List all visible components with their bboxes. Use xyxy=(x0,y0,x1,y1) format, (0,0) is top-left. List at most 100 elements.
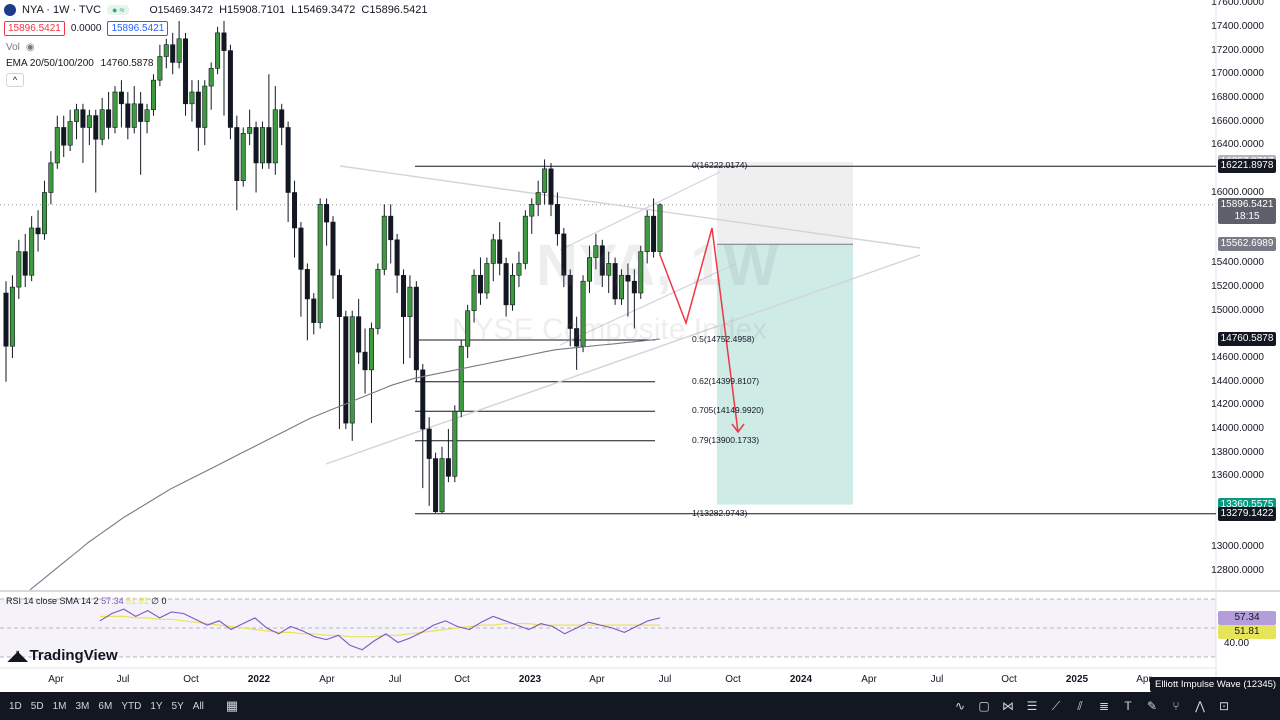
candle-body[interactable] xyxy=(413,286,419,371)
candle-body[interactable] xyxy=(420,369,426,430)
rsi-label[interactable]: RSI 14 close SMA 14 2 xyxy=(6,596,99,606)
candle-body[interactable] xyxy=(554,204,560,235)
channel-upper-line[interactable] xyxy=(559,171,721,251)
candle-body[interactable] xyxy=(612,263,618,300)
candle-body[interactable] xyxy=(593,245,599,258)
candle-body[interactable] xyxy=(99,109,105,140)
candle-body[interactable] xyxy=(407,286,413,317)
candle-body[interactable] xyxy=(580,280,586,347)
candle-body[interactable] xyxy=(176,38,182,63)
candle-body[interactable] xyxy=(599,245,605,276)
timeframe-button[interactable]: 3M xyxy=(75,700,90,712)
ema-label[interactable]: EMA 20/50/100/200 xyxy=(6,58,94,69)
timeframe-button[interactable]: 5Y xyxy=(171,700,184,712)
candle-body[interactable] xyxy=(157,56,163,81)
candle-body[interactable] xyxy=(324,204,330,223)
timeframe-button[interactable]: 1D xyxy=(9,700,22,712)
candle-body[interactable] xyxy=(529,204,535,217)
candle-body[interactable] xyxy=(516,263,522,276)
candle-body[interactable] xyxy=(433,458,439,513)
candle-body[interactable] xyxy=(631,280,637,294)
candle-body[interactable] xyxy=(215,32,221,69)
candle-body[interactable] xyxy=(272,109,278,164)
candle-body[interactable] xyxy=(202,85,208,128)
candle-body[interactable] xyxy=(368,328,374,371)
candle-body[interactable] xyxy=(336,274,342,317)
candle-body[interactable] xyxy=(452,410,458,477)
buy-button[interactable]: 15896.5421 xyxy=(107,21,169,36)
wave-tool-icon[interactable]: ∿ xyxy=(954,699,966,713)
candle-body[interactable] xyxy=(253,127,259,164)
rectangle-tool-icon[interactable]: ▢ xyxy=(978,699,990,713)
candle-body[interactable] xyxy=(131,103,137,128)
candle-body[interactable] xyxy=(61,127,67,146)
collapse-legend-button[interactable]: ^ xyxy=(6,73,24,87)
elliott-wave-icon[interactable]: ⋀ xyxy=(1195,699,1205,713)
timeframe-button[interactable]: 1M xyxy=(52,700,67,712)
timeframe-button[interactable]: All xyxy=(192,700,204,712)
candle-body[interactable] xyxy=(477,274,483,294)
candle-body[interactable] xyxy=(439,458,445,513)
candle-body[interactable] xyxy=(22,251,28,276)
eye-icon[interactable]: ◉ xyxy=(25,42,35,53)
candle-body[interactable] xyxy=(394,239,400,276)
candle-body[interactable] xyxy=(343,316,349,424)
candle-body[interactable] xyxy=(356,316,362,353)
candle-body[interactable] xyxy=(426,428,432,459)
take-profit-zone[interactable] xyxy=(717,244,853,505)
candle-body[interactable] xyxy=(484,263,490,294)
candle-body[interactable] xyxy=(574,328,580,347)
candle-body[interactable] xyxy=(3,292,9,347)
candle-body[interactable] xyxy=(41,192,47,235)
candle-body[interactable] xyxy=(497,239,503,264)
candle-body[interactable] xyxy=(606,263,612,276)
candle-body[interactable] xyxy=(503,263,509,306)
candle-body[interactable] xyxy=(48,162,54,193)
candle-body[interactable] xyxy=(535,192,541,205)
rsi-line[interactable] xyxy=(99,608,661,651)
brush-tool-icon[interactable]: ✎ xyxy=(1146,699,1158,713)
candle-body[interactable] xyxy=(285,127,291,193)
candle-body[interactable] xyxy=(657,204,663,252)
candle-body[interactable] xyxy=(86,115,92,128)
candle-body[interactable] xyxy=(586,257,592,282)
candle-body[interactable] xyxy=(234,127,240,181)
candle-body[interactable] xyxy=(542,168,548,193)
tradingview-logo[interactable]: ◢◣ TradingView xyxy=(8,647,118,664)
candle-body[interactable] xyxy=(561,233,567,276)
candle-body[interactable] xyxy=(522,215,528,264)
timeframe-button[interactable]: 5D xyxy=(30,700,44,712)
candle-body[interactable] xyxy=(227,50,233,128)
candle-body[interactable] xyxy=(35,227,41,235)
candle-body[interactable] xyxy=(163,44,169,57)
candle-body[interactable] xyxy=(375,269,381,329)
candle-body[interactable] xyxy=(644,215,650,252)
symbol-title[interactable]: NYA · 1W · TVC xyxy=(22,4,102,16)
text-tool-icon[interactable]: T xyxy=(1124,699,1132,713)
fork-tool-icon[interactable]: ⑂ xyxy=(1172,699,1180,713)
candle-body[interactable] xyxy=(619,274,625,300)
candle-body[interactable] xyxy=(247,127,253,134)
stop-loss-zone[interactable] xyxy=(717,161,853,245)
pattern-tool-icon[interactable]: ⋈ xyxy=(1002,699,1014,713)
candle-body[interactable] xyxy=(29,227,35,276)
candle-body[interactable] xyxy=(465,310,471,347)
candle-body[interactable] xyxy=(183,38,189,105)
candle-body[interactable] xyxy=(67,121,73,146)
candle-body[interactable] xyxy=(330,221,336,276)
candle-body[interactable] xyxy=(74,109,80,122)
candle-body[interactable] xyxy=(304,269,310,300)
candle-body[interactable] xyxy=(138,103,144,122)
candle-body[interactable] xyxy=(266,127,272,164)
candle-body[interactable] xyxy=(292,192,298,229)
candle-body[interactable] xyxy=(567,274,573,329)
candle-body[interactable] xyxy=(16,251,22,288)
sell-button[interactable]: 15896.5421 xyxy=(4,21,65,36)
timeframe-button[interactable]: 6M xyxy=(98,700,113,712)
candle-body[interactable] xyxy=(144,109,150,122)
candle-body[interactable] xyxy=(118,91,124,105)
candle-body[interactable] xyxy=(298,227,304,270)
wedge-upper-line[interactable] xyxy=(339,165,921,249)
candle-body[interactable] xyxy=(388,215,394,241)
